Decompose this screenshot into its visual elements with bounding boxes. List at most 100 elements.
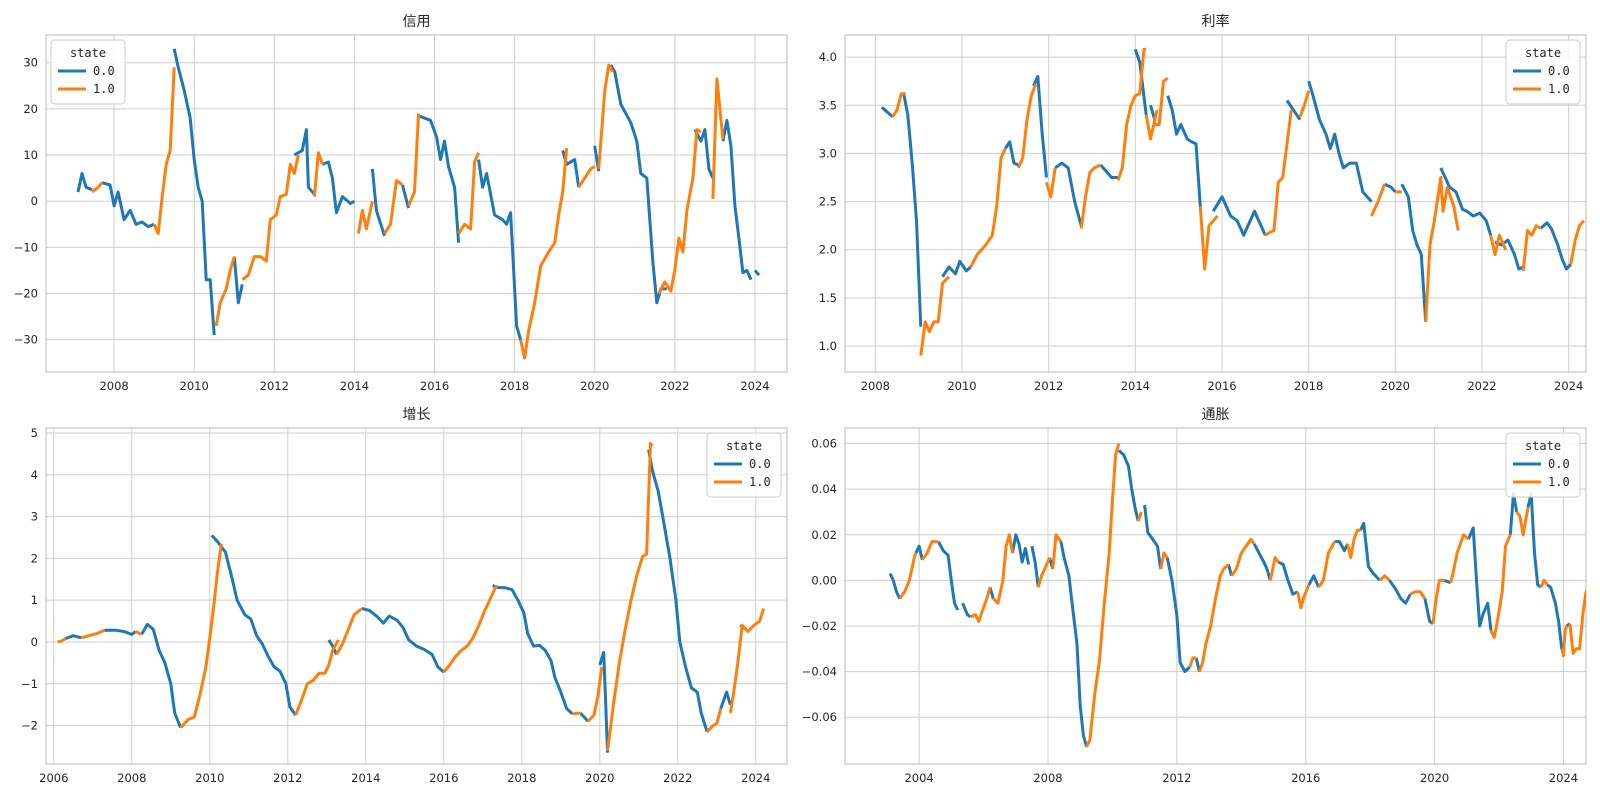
legend-label: 0.0	[1548, 64, 1570, 78]
series-line-state-1.0	[1489, 233, 1508, 256]
series-line-state-0.0	[902, 92, 923, 327]
x-tick-label: 2022	[663, 771, 692, 785]
series-line-state-1.0	[519, 147, 569, 360]
x-tick-label: 2008	[861, 379, 890, 393]
series-line-state-1.0	[919, 275, 951, 356]
series-line-state-1.0	[572, 711, 581, 716]
series-line-state-0.0	[361, 607, 445, 674]
series-line-state-0.0	[753, 269, 761, 277]
series-line-state-1.0	[1144, 109, 1159, 141]
series-line-state-1.0	[135, 630, 143, 636]
series-line-state-1.0	[457, 152, 480, 235]
series-line-state-1.0	[1230, 537, 1256, 577]
series-line-state-0.0	[961, 602, 972, 619]
series-line-state-1.0	[1159, 551, 1169, 570]
panel-title: 信用	[403, 14, 431, 30]
series-line-state-1.0	[1539, 578, 1549, 588]
x-tick-label: 2024	[741, 771, 770, 785]
series-line-state-1.0	[241, 154, 300, 281]
x-tick-label: 2008	[117, 771, 146, 785]
legend: state 0.0 1.0	[706, 432, 782, 498]
series-line-state-1.0	[335, 607, 363, 656]
series-line-state-1.0	[356, 200, 374, 234]
series-line-state-1.0	[1079, 163, 1102, 229]
x-tick-label: 2004	[904, 771, 933, 785]
y-tick-label: 4	[31, 468, 38, 482]
legend: state 0.0 1.0	[50, 39, 126, 105]
series-line-state-0.0	[1539, 221, 1572, 271]
series-line-state-1.0	[179, 543, 223, 729]
series-line-state-0.0	[477, 159, 523, 341]
legend: state 0.0 1.0	[1505, 39, 1581, 105]
series-line-state-0.0	[1526, 492, 1542, 589]
series-line-state-0.0	[880, 106, 894, 118]
plot-frame	[45, 34, 788, 373]
x-tick-label: 2016	[420, 379, 449, 393]
x-tick-label: 2014	[1121, 379, 1150, 393]
series-line-state-1.0	[1136, 511, 1143, 522]
series-line-state-0.0	[647, 449, 709, 733]
panel-title: 增长	[403, 407, 431, 423]
series-line-state-0.0	[1059, 541, 1089, 748]
y-tick-label: 1.5	[819, 291, 837, 305]
x-tick-label: 2020	[1420, 771, 1449, 785]
series-line-state-1.0	[1560, 625, 1569, 658]
y-tick-label: −20	[14, 287, 38, 301]
x-tick-label: 2022	[1467, 379, 1496, 393]
series-line-state-1.0	[1370, 183, 1386, 217]
series-line-state-0.0	[609, 64, 667, 305]
series-line-state-0.0	[140, 622, 182, 729]
y-tick-label: 3	[31, 510, 38, 524]
series-line-state-1.0	[1268, 556, 1280, 581]
series-line-state-1.0	[1085, 443, 1121, 748]
series-line-state-0.0	[1099, 164, 1118, 179]
series-line-state-1.0	[383, 178, 404, 235]
series-line-state-0.0	[598, 650, 610, 753]
y-tick-label: −10	[14, 240, 38, 254]
series-line-state-1.0	[1197, 563, 1230, 673]
series-line-state-0.0	[1226, 563, 1234, 577]
legend-label: 1.0	[93, 82, 115, 96]
x-tick-label: 2010	[180, 379, 209, 393]
legend-label: 1.0	[1548, 475, 1570, 489]
y-tick-label: −1	[21, 677, 38, 691]
series-line-state-0.0	[721, 118, 753, 281]
series-line-state-1.0	[1409, 590, 1427, 600]
x-tick-label: 2018	[500, 379, 529, 393]
x-tick-label: 2010	[947, 379, 976, 393]
x-tick-label: 2020	[580, 379, 609, 393]
plot-frame	[45, 427, 788, 765]
series-lines	[880, 47, 1585, 356]
series-line-state-1.0	[706, 708, 723, 733]
series-line-state-0.0	[941, 259, 972, 278]
series-line-state-1.0	[1521, 224, 1542, 272]
panel-title: 利率	[1202, 13, 1230, 30]
series-line-state-1.0	[1515, 507, 1530, 537]
series-line-state-0.0	[1508, 492, 1519, 535]
y-tick-label: −30	[14, 333, 38, 347]
series-line-state-0.0	[1307, 80, 1373, 203]
series-line-state-0.0	[1596, 585, 1599, 587]
y-tick-label: 1.0	[819, 339, 837, 353]
series-line-state-0.0	[1032, 74, 1048, 178]
series-line-state-1.0	[921, 540, 939, 561]
series-line-state-0.0	[579, 711, 590, 723]
x-tick-label: 2012	[1034, 379, 1063, 393]
series-line-state-1.0	[1036, 557, 1051, 588]
series-line-state-1.0	[1116, 47, 1147, 181]
series-line-state-0.0	[888, 572, 902, 600]
legend-label: 0.0	[749, 457, 771, 471]
series-line-state-0.0	[1011, 533, 1031, 565]
legend-label: 0.0	[1548, 457, 1570, 471]
series-line-state-1.0	[1317, 540, 1337, 589]
series-line-state-0.0	[321, 160, 356, 215]
series-line-state-1.0	[91, 181, 104, 194]
x-tick-label: 2024	[740, 379, 769, 393]
legend-title: state	[1525, 46, 1561, 60]
series-line-state-0.0	[1166, 95, 1202, 207]
x-tick-label: 2012	[1162, 771, 1191, 785]
legend-label: 1.0	[749, 475, 771, 489]
y-tick-label: −0.06	[802, 710, 837, 724]
series-line-state-1.0	[898, 552, 918, 600]
